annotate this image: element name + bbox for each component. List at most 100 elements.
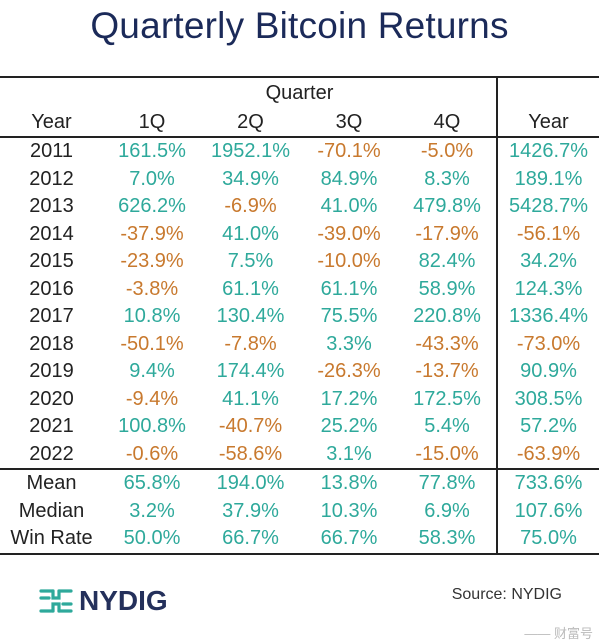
quarter-return-cell: -5.0% [420,140,474,162]
stats-value-cell: 65.8% [123,472,181,494]
annual-return-cell: 5428.7% [496,193,599,221]
stats-label: Win Rate [10,527,93,549]
col-header-2q: 2Q [237,111,264,133]
stats-value-cell: 3.2% [129,499,175,522]
quarter-return-cell: 174.4% [216,360,285,382]
quarter-return-cell: -43.3% [415,332,479,355]
quarter-return-cell: -58.6% [218,442,283,465]
quarter-return-cell: 58.9% [418,277,476,300]
table-row: 2011 161.5% 1952.1% -70.1% -5.0% 1426.7% [0,137,599,166]
annual-return-cell: -56.1% [496,220,599,248]
quarter-return-cell: 84.9% [320,167,378,190]
nydig-logo-icon [39,589,73,613]
stats-value-cell: 107.6% [496,497,599,525]
quarter-return-cell: 3.1% [326,442,372,465]
table-row: 2012 7.0% 34.9% 84.9% 8.3% 189.1% [0,165,599,193]
quarter-group-header: Quarter [265,82,334,104]
row-year-label: 2018 [29,332,74,355]
returns-table: Quarter Year 1Q 2Q 3Q 4Q Year 2011 161.5%… [0,76,599,555]
quarter-return-cell: 41.0% [222,222,279,245]
quarter-return-cell: -7.8% [224,332,277,355]
quarter-return-cell: 479.8% [413,195,481,217]
table-row: 2022 -0.6% -58.6% 3.1% -15.0% -63.9% [0,440,599,469]
group-header-row: Quarter [0,77,599,108]
annual-return-cell: 124.3% [496,275,599,303]
quarter-return-cell: 61.1% [320,277,378,300]
annual-return-cell: 308.5% [496,385,599,413]
quarter-return-cell: 17.2% [320,387,378,410]
quarter-return-cell: 161.5% [118,140,186,162]
quarter-return-cell: -39.0% [317,222,381,245]
table-row: 2020 -9.4% 41.1% 17.2% 172.5% 308.5% [0,385,599,413]
stats-value-cell: 66.7% [320,527,378,549]
row-year-label: 2012 [29,167,74,190]
stats-value-cell: 50.0% [123,527,181,549]
quarter-return-cell: 41.1% [222,387,279,410]
stats-label: Mean [26,472,77,494]
row-year-label: 2021 [29,415,74,437]
quarter-return-cell: -15.0% [415,442,479,465]
quarter-return-cell: 3.3% [326,332,372,355]
stats-value-cell: 75.0% [496,525,599,554]
logo-text: NYDIG [79,585,168,616]
row-year-label: 2017 [29,305,74,327]
quarter-return-cell: 10.8% [123,305,181,327]
stats-value-cell: 77.8% [418,472,476,494]
quarter-return-cell: 9.4% [129,360,175,382]
row-year-label: 2011 [29,140,73,162]
table-row: 2016 -3.8% 61.1% 61.1% 58.9% 124.3% [0,275,599,303]
quarter-return-cell: 172.5% [413,387,481,410]
stats-row: Mean 65.8% 194.0% 13.8% 77.8% 733.6% [0,469,599,498]
quarter-return-cell: 75.5% [320,305,378,327]
table-row: 2013 626.2% -6.9% 41.0% 479.8% 5428.7% [0,193,599,221]
row-year-label: 2019 [29,360,74,382]
row-year-label: 2015 [29,250,74,272]
table-row: 2018 -50.1% -7.8% 3.3% -43.3% -73.0% [0,330,599,358]
col-header-4q: 4Q [433,111,461,133]
annual-return-cell: 57.2% [496,413,599,441]
stats-value-cell: 194.0% [216,472,285,494]
watermark: —— 财富号 [524,626,593,641]
annual-return-cell: 34.2% [496,248,599,276]
quarter-return-cell: -50.1% [120,332,184,355]
quarter-return-cell: 8.3% [424,167,470,190]
quarter-return-cell: -6.9% [224,195,277,217]
quarter-return-cell: -70.1% [317,140,381,162]
quarter-return-cell: -10.0% [317,250,381,272]
stats-value-cell: 6.9% [424,499,470,522]
quarter-return-cell: 5.4% [424,415,470,437]
stats-value-cell: 58.3% [418,527,476,549]
row-year-label: 2022 [29,442,74,465]
table-row: 2017 10.8% 130.4% 75.5% 220.8% 1336.4% [0,303,599,331]
quarter-return-cell: 7.0% [129,167,175,190]
row-year-label: 2014 [29,222,74,245]
quarter-return-cell: 626.2% [118,195,186,217]
quarter-return-cell: 82.4% [418,250,476,272]
quarter-return-cell: 7.5% [227,250,274,272]
col-header-annual: Year [496,108,599,137]
row-year-label: 2020 [29,387,74,410]
quarter-return-cell: 100.8% [118,415,186,437]
stats-value-cell: 66.7% [222,527,279,549]
stats-value-cell: 10.3% [320,499,378,522]
table-row: 2015 -23.9% 7.5% -10.0% 82.4% 34.2% [0,248,599,276]
col-header-3q: 3Q [335,111,363,133]
table-row: 2014 -37.9% 41.0% -39.0% -17.9% -56.1% [0,220,599,248]
row-year-label: 2016 [29,277,74,300]
col-header-1q: 1Q [138,111,166,133]
quarter-return-cell: -9.4% [125,387,179,410]
nydig-logo: NYDIG [39,585,168,617]
quarter-return-cell: 1952.1% [211,140,290,162]
annual-return-cell: 1336.4% [496,303,599,331]
stats-row: Win Rate 50.0% 66.7% 66.7% 58.3% 75.0% [0,525,599,554]
stats-value-cell: 13.8% [320,472,378,494]
quarter-return-cell: -0.6% [125,442,179,465]
stats-value-cell: 37.9% [222,499,279,522]
quarter-return-cell: -37.9% [120,222,184,245]
quarter-return-cell: -23.9% [120,250,184,272]
quarter-return-cell: 130.4% [216,305,285,327]
annual-return-cell: 1426.7% [496,137,599,166]
annual-return-cell: -73.0% [496,330,599,358]
quarter-return-cell: 25.2% [320,415,378,437]
quarter-return-cell: -26.3% [317,360,381,382]
